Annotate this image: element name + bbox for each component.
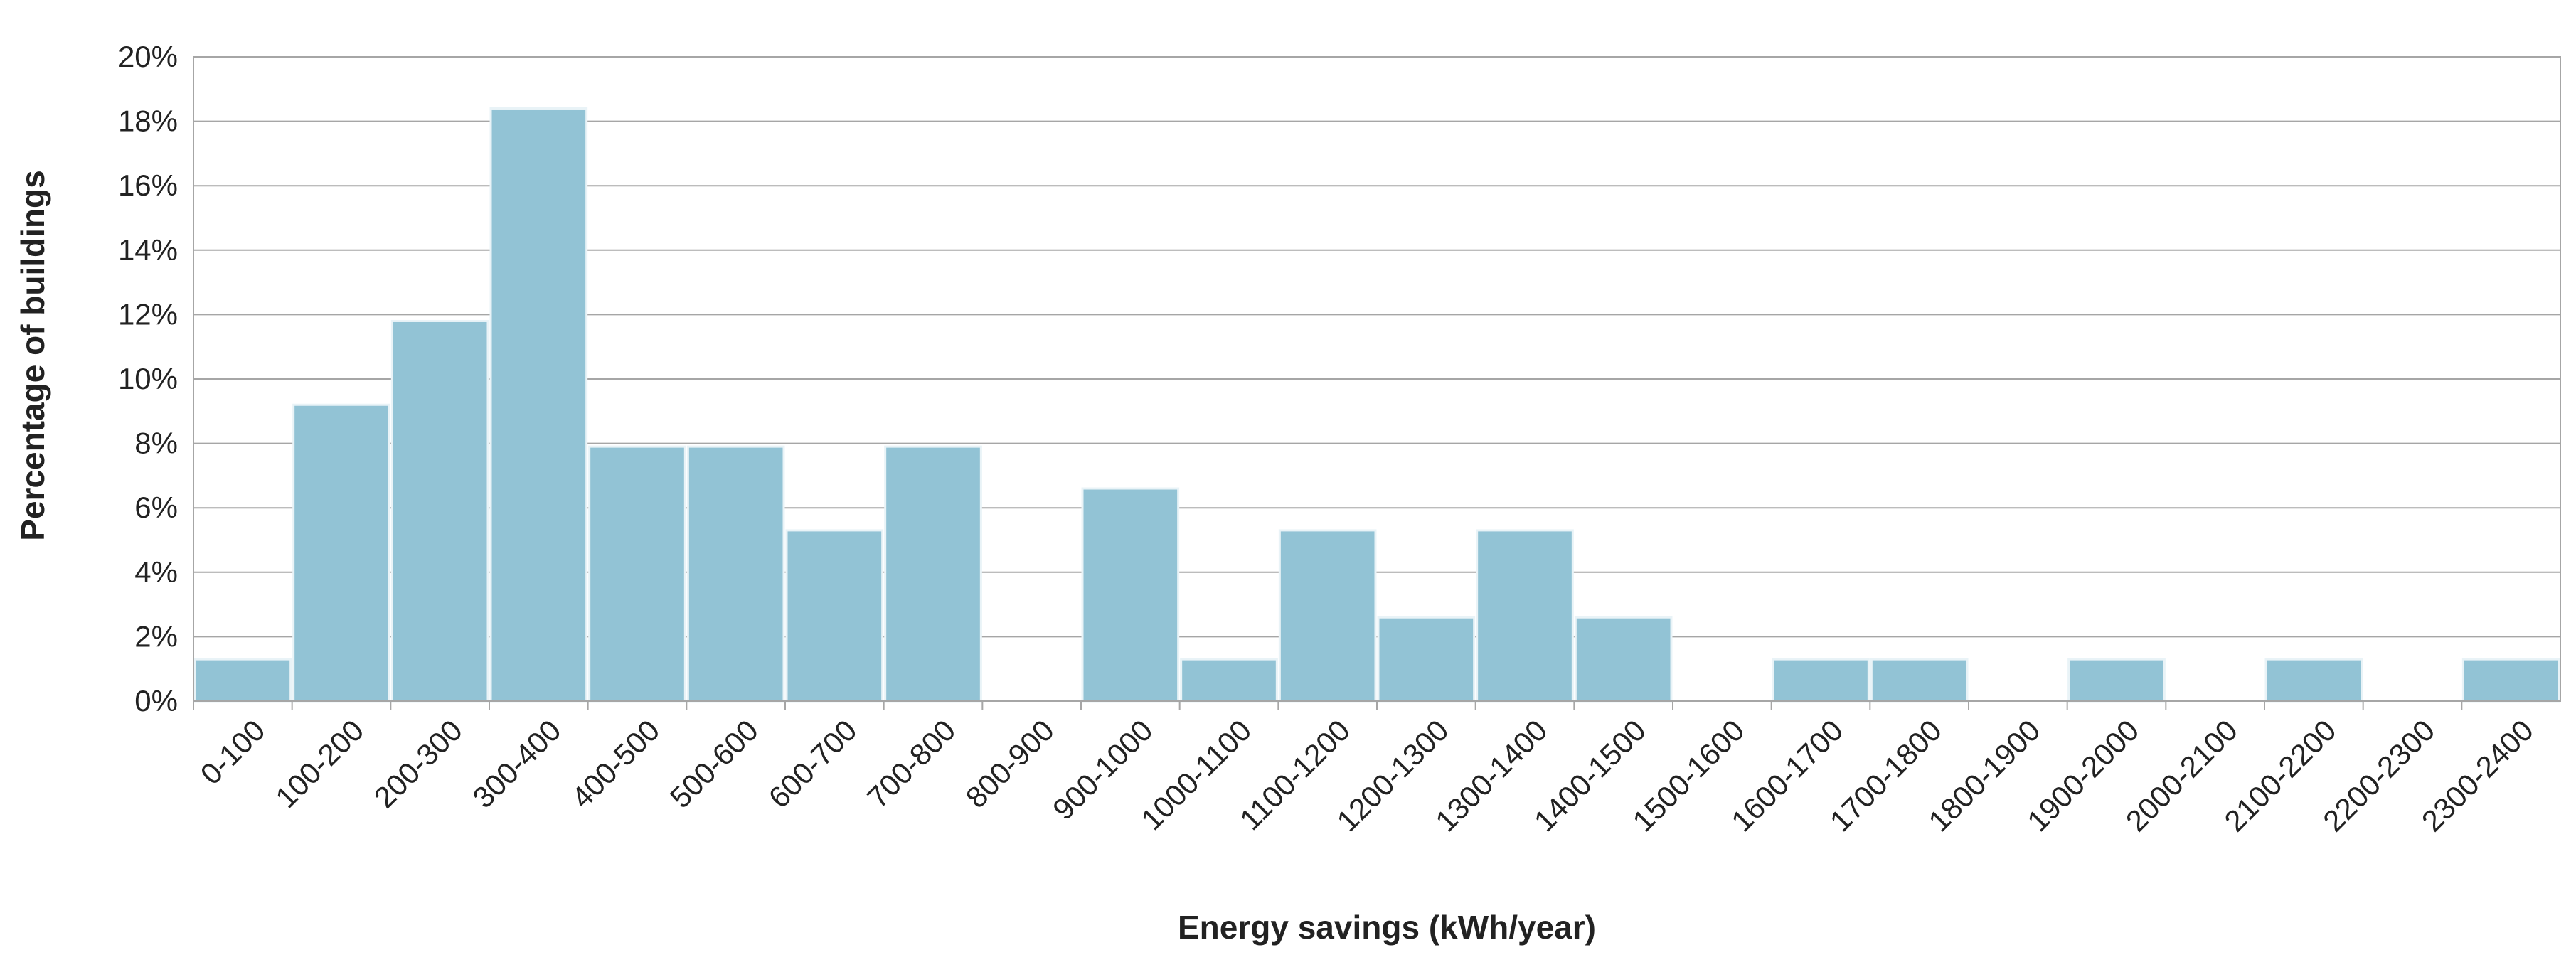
bar-500-600 bbox=[686, 445, 785, 703]
y-tick-label: 10% bbox=[118, 362, 178, 395]
y-tick-label: 14% bbox=[118, 233, 178, 267]
y-tick-label: 18% bbox=[118, 105, 178, 138]
x-tick-label: 300-400 bbox=[466, 713, 567, 814]
y-axis-title: Percentage of buildings bbox=[14, 170, 51, 540]
x-tick-labels: 0-100100-200200-300300-400400-500500-600… bbox=[193, 701, 2540, 838]
y-tick-label: 2% bbox=[134, 619, 178, 653]
y-tick-label: 8% bbox=[134, 427, 178, 460]
bar-600-700 bbox=[785, 529, 884, 703]
bar-2300-2400 bbox=[2461, 658, 2560, 703]
bar-1600-1700 bbox=[1772, 658, 1870, 703]
bar-700-800 bbox=[884, 445, 982, 703]
y-tick-labels: 0% 2% 4% 6% 8% 10% 12% 14% 16% 18% 20% bbox=[118, 40, 178, 717]
x-tick-label: 200-300 bbox=[368, 713, 469, 814]
x-tick-label: 100-200 bbox=[269, 713, 370, 814]
y-tick-label: 0% bbox=[134, 684, 178, 717]
y-tick-label: 4% bbox=[134, 555, 178, 589]
bar-400-500 bbox=[588, 445, 686, 703]
x-tick-label: 0-100 bbox=[194, 713, 272, 791]
bar-1400-1500 bbox=[1574, 616, 1673, 703]
bar-1200-1300 bbox=[1377, 616, 1476, 703]
bars bbox=[193, 107, 2560, 703]
bar-1000-1100 bbox=[1180, 658, 1278, 703]
bar-2100-2200 bbox=[2264, 658, 2363, 703]
x-tick-label: 600-700 bbox=[762, 713, 863, 814]
y-tick-label: 12% bbox=[118, 297, 178, 331]
y-tick-label: 16% bbox=[118, 169, 178, 202]
x-axis-title: Energy savings (kWh/year) bbox=[1178, 909, 1596, 946]
bar-300-400 bbox=[489, 107, 588, 703]
x-tick-label: 400-500 bbox=[565, 713, 666, 814]
bar-1700-1800 bbox=[1870, 658, 1969, 703]
bar-0-100 bbox=[193, 658, 292, 703]
bar-100-200 bbox=[292, 403, 390, 703]
bar-900-1000 bbox=[1081, 487, 1180, 703]
y-tick-label: 20% bbox=[118, 40, 178, 73]
bar-1300-1400 bbox=[1476, 529, 1574, 703]
bar-1100-1200 bbox=[1278, 529, 1377, 703]
x-tick-label: 500-600 bbox=[664, 713, 765, 814]
x-tick-label: 800-900 bbox=[959, 713, 1060, 814]
bar-1900-2000 bbox=[2067, 658, 2166, 703]
bar-200-300 bbox=[390, 319, 489, 703]
y-tick-label: 6% bbox=[134, 491, 178, 524]
x-tick-label: 700-800 bbox=[861, 713, 962, 814]
